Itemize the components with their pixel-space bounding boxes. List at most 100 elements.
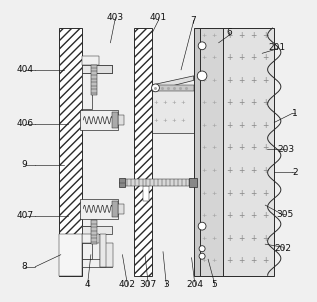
Text: +: +	[201, 213, 206, 218]
Text: +: +	[238, 76, 244, 85]
Circle shape	[198, 222, 206, 230]
Text: +: +	[226, 211, 232, 220]
Text: +: +	[262, 121, 268, 130]
Text: +: +	[250, 234, 256, 243]
Text: 202: 202	[275, 244, 292, 253]
Bar	[82, 56, 99, 65]
Bar	[82, 243, 92, 259]
Text: +: +	[250, 256, 256, 265]
Bar	[59, 234, 82, 276]
Text: +: +	[171, 118, 176, 124]
Text: +: +	[262, 211, 268, 220]
Bar	[124, 179, 192, 186]
Text: +: +	[211, 258, 217, 263]
Text: +: +	[153, 100, 158, 105]
Bar	[100, 243, 113, 267]
Text: +: +	[211, 78, 217, 83]
Bar	[80, 111, 118, 130]
Text: 401: 401	[150, 13, 167, 22]
Text: 404: 404	[16, 65, 33, 74]
Text: +: +	[250, 76, 256, 85]
Bar	[144, 185, 149, 201]
Bar	[118, 204, 124, 214]
Text: +: +	[238, 234, 244, 243]
Text: +: +	[262, 31, 268, 40]
Text: +: +	[211, 168, 217, 173]
Text: +: +	[201, 100, 206, 105]
Text: +: +	[201, 236, 206, 241]
Text: +: +	[250, 121, 256, 130]
Text: +: +	[262, 53, 268, 62]
Text: +: +	[211, 191, 217, 196]
Circle shape	[197, 71, 207, 81]
Bar	[82, 56, 92, 73]
Text: +: +	[226, 188, 232, 198]
Text: +: +	[250, 98, 256, 108]
Text: +: +	[226, 53, 232, 62]
Text: 204: 204	[186, 280, 203, 289]
Text: +: +	[211, 213, 217, 218]
Text: +: +	[226, 121, 232, 130]
Text: +: +	[211, 55, 217, 60]
Bar	[92, 65, 112, 73]
Text: +: +	[201, 55, 206, 60]
Bar	[82, 234, 99, 243]
Bar	[82, 259, 112, 267]
Text: +: +	[250, 31, 256, 40]
Text: +: +	[226, 31, 232, 40]
Circle shape	[199, 253, 205, 259]
Bar	[189, 178, 197, 187]
Text: +: +	[201, 258, 206, 263]
Bar	[120, 178, 126, 187]
Text: +: +	[211, 146, 217, 150]
Text: +: +	[211, 123, 217, 128]
Text: +: +	[262, 188, 268, 198]
Bar	[118, 115, 124, 125]
Text: +: +	[226, 166, 232, 175]
Text: +: +	[201, 123, 206, 128]
Text: 305: 305	[276, 210, 293, 219]
Circle shape	[152, 84, 159, 92]
Text: 9: 9	[22, 160, 28, 169]
Text: 4: 4	[85, 280, 91, 289]
Text: +: +	[250, 143, 256, 153]
Text: +: +	[180, 118, 185, 124]
Text: +: +	[201, 168, 206, 173]
Text: +: +	[250, 211, 256, 220]
Text: +: +	[226, 256, 232, 265]
Text: +: +	[250, 166, 256, 175]
Text: 5: 5	[211, 280, 217, 289]
Text: 402: 402	[119, 280, 135, 289]
Text: +: +	[262, 166, 268, 175]
Text: +: +	[238, 121, 244, 130]
Text: +: +	[262, 234, 268, 243]
Bar	[80, 199, 118, 219]
Text: 3: 3	[163, 280, 169, 289]
Text: +: +	[262, 256, 268, 265]
Bar	[82, 65, 112, 73]
Bar	[194, 28, 200, 276]
Text: +: +	[201, 146, 206, 150]
Text: 201: 201	[269, 43, 286, 52]
Text: +: +	[226, 234, 232, 243]
Bar	[92, 65, 97, 95]
Text: 403: 403	[106, 13, 124, 22]
Text: +: +	[162, 100, 167, 105]
Bar	[82, 73, 92, 109]
Text: +: +	[262, 143, 268, 153]
Text: 407: 407	[16, 211, 33, 220]
Bar	[82, 226, 92, 243]
Circle shape	[199, 246, 205, 252]
Text: +: +	[226, 76, 232, 85]
Text: 307: 307	[139, 280, 157, 289]
Text: +: +	[226, 143, 232, 153]
Text: 1: 1	[292, 109, 298, 118]
Bar	[199, 28, 223, 276]
Text: +: +	[211, 236, 217, 241]
Text: +: +	[262, 98, 268, 108]
Bar	[222, 28, 274, 276]
Bar	[59, 28, 82, 276]
Text: +: +	[211, 33, 217, 38]
Circle shape	[198, 42, 206, 50]
Text: +: +	[211, 100, 217, 105]
